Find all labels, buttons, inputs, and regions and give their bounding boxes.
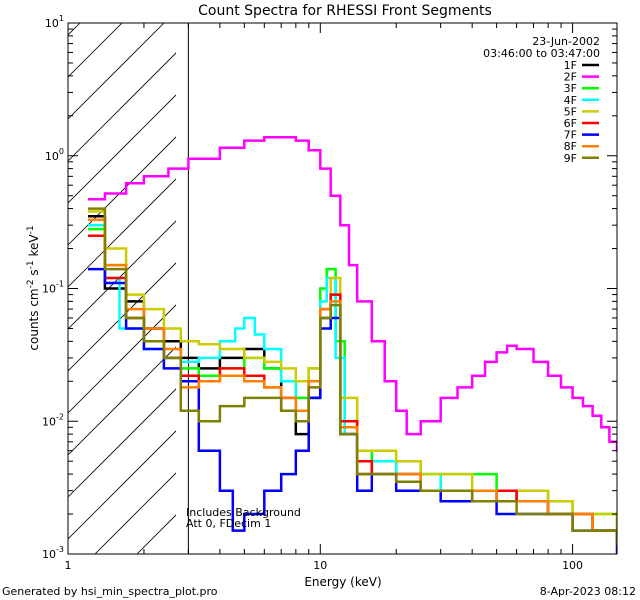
footer-generated-by: Generated by hsi_min_spectra_plot.pro	[2, 585, 218, 598]
x-tick-label: 10	[313, 559, 327, 572]
hatch-line	[68, 178, 176, 288]
hatch-line	[68, 430, 176, 540]
series-line-3F	[88, 227, 617, 532]
y-tick-label: 10-3	[42, 545, 64, 561]
legend-label-6F: 6F	[564, 117, 577, 130]
hatch-line	[68, 94, 176, 204]
y-axis-label: counts cm-2 s-1 keV-1	[26, 225, 41, 350]
series-line-6F	[88, 234, 617, 545]
x-tick-label: 100	[562, 559, 583, 572]
y-tick-label: 10-1	[42, 280, 64, 296]
hatch-line	[68, 346, 176, 456]
series-line-9F	[88, 207, 617, 545]
series-line-5F	[88, 210, 617, 532]
chart-title: Count Spectra for RHESSI Front Segments	[198, 3, 492, 19]
legend-label-8F: 8F	[564, 140, 577, 153]
y-tick-label: 101	[45, 14, 64, 30]
annotation-attenuator: Att 0, FDecim 1	[186, 517, 271, 530]
time-range-label: 03:46:00 to 03:47:00	[483, 47, 600, 60]
legend-label-2F: 2F	[564, 71, 577, 84]
date-label: 23-Jun-2002	[532, 35, 600, 48]
series-line-4F	[88, 223, 617, 545]
hatch-line	[68, 304, 176, 414]
hatched-region	[68, 23, 176, 554]
y-tick-label: 100	[45, 147, 64, 163]
hatch-line	[68, 220, 176, 330]
legend-label-5F: 5F	[564, 105, 577, 118]
series-line-8F	[88, 218, 617, 545]
hatch-line	[136, 514, 176, 554]
axis-ticks	[67, 22, 617, 555]
hatch-line	[68, 136, 176, 246]
footer-timestamp: 8-Apr-2023 08:12	[540, 585, 636, 598]
legend-label-4F: 4F	[564, 94, 577, 107]
hatch-line	[68, 52, 176, 162]
hatch-line	[94, 472, 176, 554]
annotation-background: Includes Background	[186, 506, 301, 519]
series-lines	[88, 135, 617, 554]
series-line-7F	[88, 267, 617, 554]
series-line-2F	[88, 135, 617, 452]
legend-label-7F: 7F	[564, 129, 577, 142]
legend-label-3F: 3F	[564, 82, 577, 95]
x-tick-label: 1	[65, 559, 72, 572]
hatch-line	[68, 262, 176, 372]
legend-label-1F: 1F	[564, 59, 577, 72]
y-tick-label: 10-2	[42, 412, 64, 428]
x-axis-label: Energy (keV)	[304, 575, 381, 589]
hatch-line	[68, 388, 176, 498]
legend-label-9F: 9F	[564, 152, 577, 165]
axis-tick-labels: 1 10 100 10-3 10-2 10-1 100 101	[42, 14, 583, 572]
